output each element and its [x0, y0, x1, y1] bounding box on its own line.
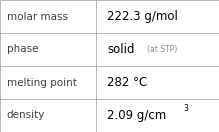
Text: phase: phase — [7, 44, 38, 55]
Text: (at STP): (at STP) — [147, 45, 177, 54]
Text: 282 °C: 282 °C — [107, 76, 148, 89]
Text: 2.09 g/cm: 2.09 g/cm — [107, 109, 167, 122]
Text: 3: 3 — [184, 104, 189, 113]
Text: molar mass: molar mass — [7, 11, 68, 22]
Text: solid: solid — [107, 43, 135, 56]
Text: density: density — [7, 110, 45, 121]
Text: 222.3 g/mol: 222.3 g/mol — [107, 10, 178, 23]
Text: melting point: melting point — [7, 77, 76, 88]
